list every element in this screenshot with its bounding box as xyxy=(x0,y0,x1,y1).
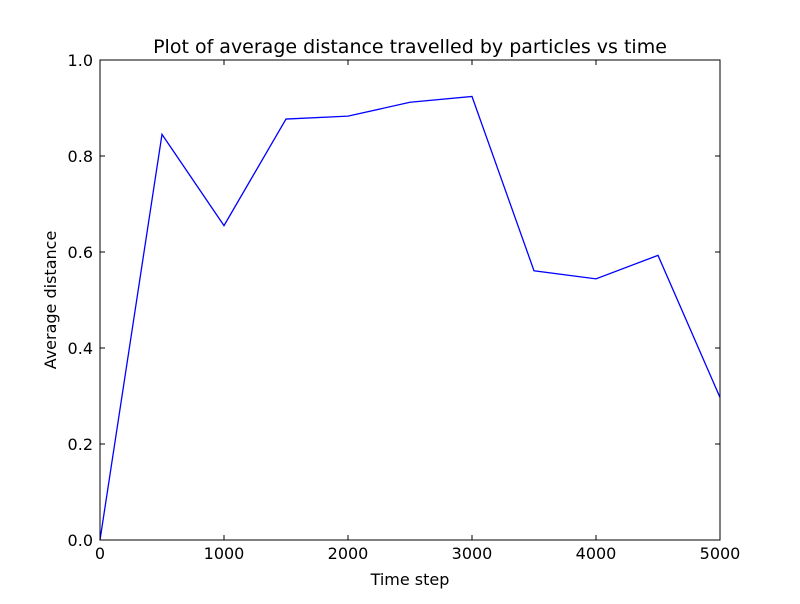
y-tick-label: 0.2 xyxy=(68,435,93,454)
series-layer xyxy=(99,95,721,541)
x-tick-label: 3000 xyxy=(452,544,493,563)
y-axis-label: Average distance xyxy=(41,231,60,370)
y-tick-label: 1.0 xyxy=(68,51,93,70)
x-tick-label: 4000 xyxy=(576,544,617,563)
y-tick-label: 0.0 xyxy=(68,531,93,550)
chart-title: Plot of average distance travelled by pa… xyxy=(153,36,667,58)
x-tick-label: 0 xyxy=(95,544,105,563)
y-tick-label: 0.4 xyxy=(68,339,93,358)
x-tick-label: 5000 xyxy=(700,544,741,563)
series-line xyxy=(99,95,721,541)
x-tick-label: 2000 xyxy=(328,544,369,563)
y-tick-label: 0.6 xyxy=(68,243,93,262)
ticks-layer: 0 1000 2000 3000 4000 5000 0.0 0.2 0.4 0.6 0.8 1.0 xyxy=(68,51,741,563)
x-tick-label: 1000 xyxy=(204,544,245,563)
y-tick-label: 0.8 xyxy=(68,147,93,166)
plot-area-frame xyxy=(99,59,721,541)
x-axis-label: Time step xyxy=(370,570,450,589)
